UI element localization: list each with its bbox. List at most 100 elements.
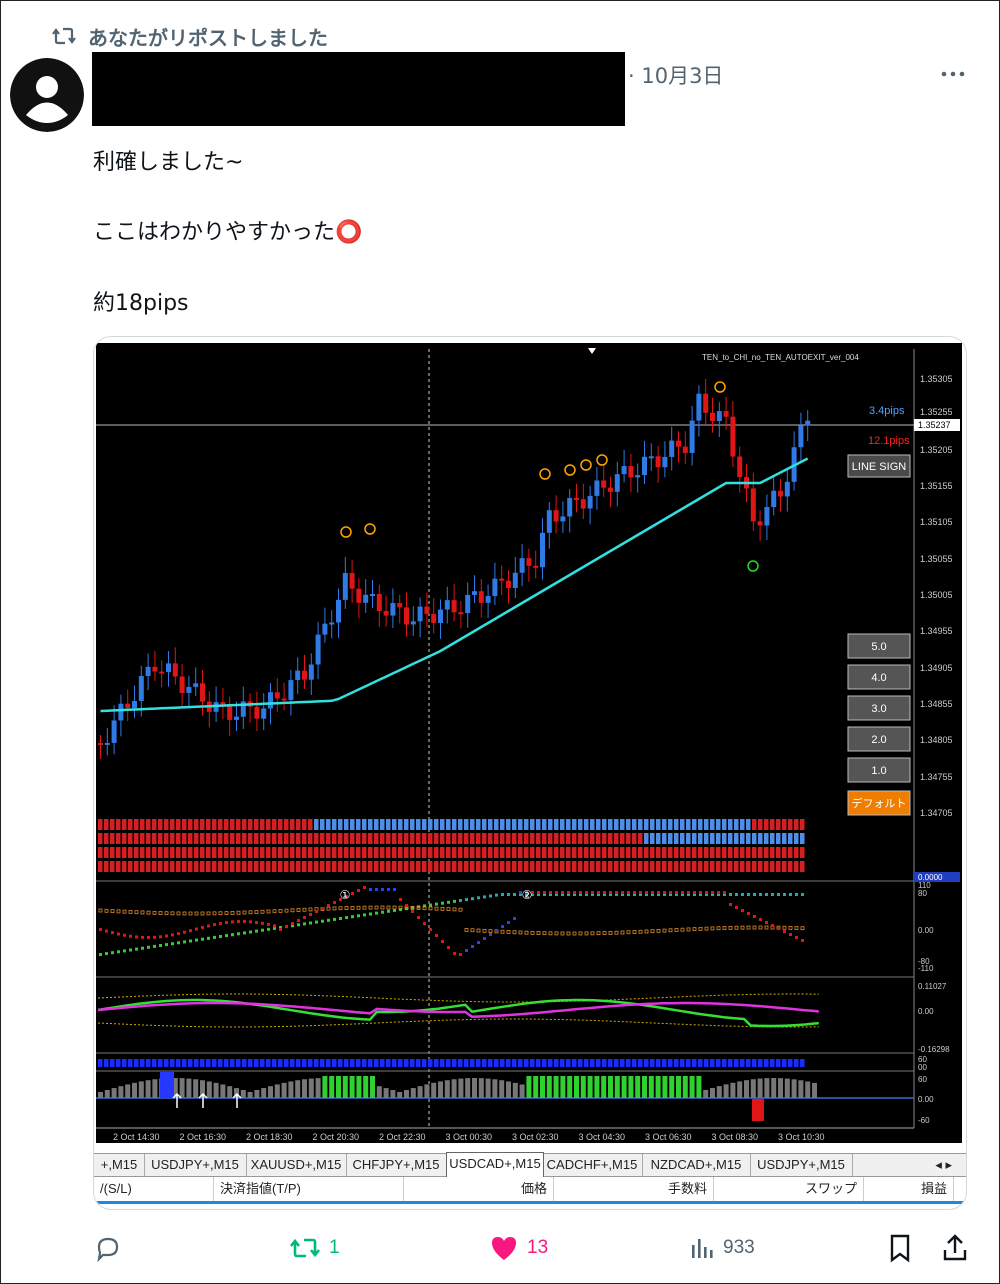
candle <box>587 495 593 509</box>
green-dot <box>567 893 570 896</box>
green-dot <box>195 938 198 942</box>
signal-bar <box>464 833 469 844</box>
trend-dot <box>687 891 690 894</box>
trend-dot <box>789 933 792 936</box>
signal-bar <box>656 861 661 872</box>
signal-bar <box>734 847 739 858</box>
orange-dot <box>800 926 805 931</box>
histogram-bar <box>145 1080 151 1098</box>
green-dot <box>675 893 678 896</box>
trend-dot <box>231 920 234 924</box>
orange-dot <box>626 930 631 935</box>
candle <box>227 705 233 720</box>
green-dot <box>429 903 432 907</box>
histogram-bar <box>703 1089 709 1098</box>
views-button[interactable]: 933 <box>689 1228 755 1268</box>
candle <box>499 578 505 581</box>
histogram-bar <box>376 1086 382 1098</box>
candle <box>703 393 709 413</box>
symbol-tab[interactable]: USDJPY+,M15 <box>144 1154 247 1176</box>
signal-bar <box>800 819 805 830</box>
signal-bar <box>104 861 109 872</box>
signal-bar <box>152 861 157 872</box>
symbol-tab[interactable]: CADCHF+,M15 <box>542 1154 643 1176</box>
candle <box>336 599 341 623</box>
candle <box>159 671 165 674</box>
signal-bar <box>770 861 775 872</box>
trend-dot <box>681 891 684 894</box>
signal-bar <box>302 861 307 872</box>
orange-dot <box>170 911 175 916</box>
signal-bar <box>692 833 697 844</box>
signal-bar <box>110 833 115 844</box>
orange-dot <box>188 911 193 916</box>
blue-strip-bar <box>638 1059 643 1067</box>
post-media[interactable]: 1.35305 1.35255 1.35205 1.35155 1.35105 1.350… <box>93 336 967 1210</box>
signal-bar <box>668 847 673 858</box>
blue-strip-bar <box>392 1059 397 1067</box>
retweet-button[interactable]: 1 <box>289 1228 340 1268</box>
repost-context[interactable]: あなたがリポストしました <box>52 22 328 50</box>
orange-dot <box>146 910 151 915</box>
signal-bar <box>734 833 739 844</box>
signal-bar <box>416 861 421 872</box>
symbol-tab[interactable]: XAUUSD+,M15 <box>246 1154 347 1176</box>
symbol-tab[interactable]: NZDCAD+,M15 <box>642 1154 751 1176</box>
avatar[interactable] <box>10 58 84 132</box>
signal-bar <box>404 819 409 830</box>
more-button[interactable] <box>937 60 969 88</box>
blue-strip-bar <box>680 1059 685 1067</box>
share-button[interactable] <box>941 1228 969 1268</box>
candle <box>111 720 117 743</box>
tab-scroll-arrows[interactable]: ◂ ▸ <box>935 1157 952 1172</box>
reply-button[interactable] <box>93 1228 123 1268</box>
blue-strip-bar <box>614 1059 619 1067</box>
signal-bar <box>386 819 391 830</box>
like-button[interactable]: 13 <box>489 1228 548 1268</box>
symbol-tab[interactable]: +,M15 <box>94 1154 145 1176</box>
signal-bar <box>404 847 409 858</box>
signal-bar <box>686 861 691 872</box>
green-dot <box>621 893 624 896</box>
candle <box>234 716 239 720</box>
symbol-tab[interactable]: CHFJPY+,M15 <box>346 1154 447 1176</box>
signal-bar <box>164 861 169 872</box>
green-dot <box>801 893 804 896</box>
symbol-tab[interactable]: USDCAD+,M15 <box>446 1152 544 1177</box>
candle <box>526 558 532 566</box>
bookmark-button[interactable] <box>887 1228 913 1268</box>
signal-bar <box>686 819 691 830</box>
blue-strip-bar <box>734 1059 739 1067</box>
histogram-bar <box>186 1078 192 1098</box>
orange-dot <box>284 908 289 913</box>
signal-bar <box>440 861 445 872</box>
trend-dot <box>567 891 570 894</box>
candle <box>669 440 675 457</box>
green-dot <box>99 953 102 956</box>
histogram-bar <box>315 1078 321 1098</box>
trend-dot <box>579 891 582 894</box>
trend-dot <box>483 937 486 940</box>
signal-bar <box>344 833 349 844</box>
symbol-tab[interactable]: USDJPY+,M15 <box>750 1154 853 1176</box>
histogram-bar <box>567 1076 573 1098</box>
redacted-user-name[interactable] <box>92 52 625 126</box>
signal-bar <box>302 847 307 858</box>
orange-dot <box>740 925 745 930</box>
trend-dot <box>525 891 528 894</box>
more-icon <box>941 71 965 77</box>
signal-bar <box>782 861 787 872</box>
signal-bar <box>356 847 361 858</box>
orange-dot <box>158 911 163 915</box>
orange-dot <box>746 925 751 930</box>
candle <box>295 670 301 681</box>
orange-dot <box>392 905 397 910</box>
post-date[interactable]: · 10月3日 <box>628 64 724 88</box>
candle <box>601 480 607 488</box>
signal-bar <box>302 819 307 830</box>
blue-strip-bar <box>434 1059 439 1067</box>
orange-dot <box>764 925 769 930</box>
histogram-bar <box>227 1086 233 1098</box>
histogram-bar <box>104 1090 110 1098</box>
price-tick-label: 1.34905 <box>920 663 953 673</box>
